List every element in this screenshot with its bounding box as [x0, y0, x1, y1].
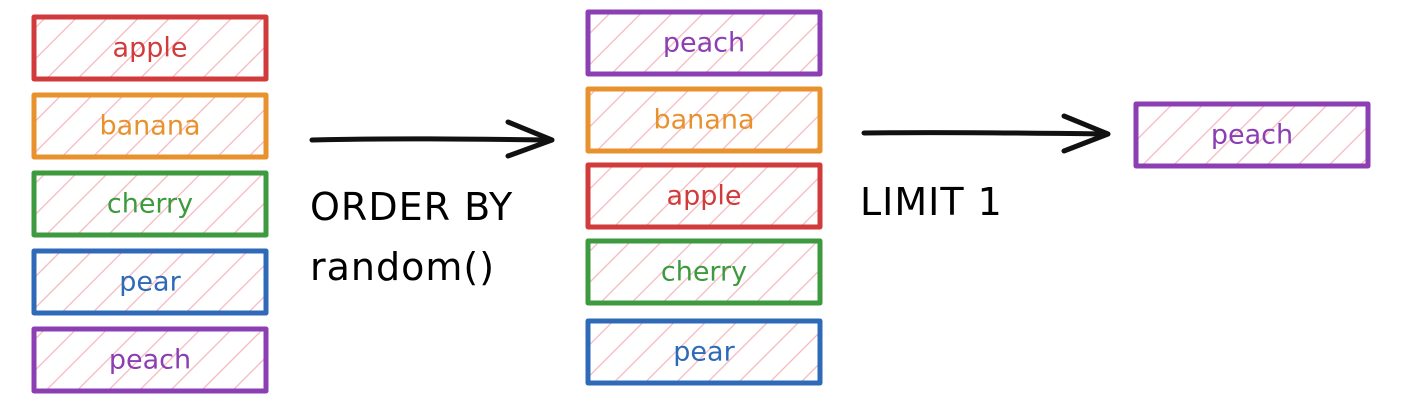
row-label: peach	[663, 28, 745, 59]
shuffled-row-peach: peach	[585, 9, 823, 77]
result-row-peach: peach	[1133, 101, 1371, 169]
order-by-label-line1: ORDER BY	[310, 185, 513, 229]
row-label: banana	[100, 111, 201, 142]
row-border	[585, 318, 823, 386]
row-hatch-fill	[588, 241, 820, 303]
row-hatch-fill	[588, 89, 820, 151]
shuffled-row-cherry: cherry	[585, 238, 823, 306]
row-hatch-fill	[1136, 104, 1368, 166]
order-by-arrow	[309, 119, 555, 159]
row-label: peach	[1211, 120, 1293, 151]
row-border	[585, 86, 823, 154]
row-border	[31, 170, 269, 238]
row-label: peach	[109, 345, 191, 376]
row-border	[585, 162, 823, 230]
row-border	[1133, 101, 1371, 169]
result-rows-column: peach	[1133, 101, 1371, 169]
row-hatch-fill	[588, 321, 820, 383]
row-label: banana	[654, 105, 755, 136]
input-row-apple: apple	[31, 14, 269, 82]
row-hatch-fill	[34, 173, 266, 235]
shuffled-row-pear: pear	[585, 318, 823, 386]
row-hatch-fill	[34, 17, 266, 79]
input-row-cherry: cherry	[31, 170, 269, 238]
row-label: cherry	[661, 257, 747, 288]
row-border	[31, 14, 269, 82]
row-hatch-fill	[588, 12, 820, 74]
row-border	[31, 248, 269, 316]
limit-arrow	[861, 113, 1111, 154]
order-by-label-group: ORDER BY random()	[310, 185, 513, 289]
input-rows-column: apple banana cherry pear peach	[31, 14, 269, 394]
shuffled-rows-column: peach banana apple cherry pear	[585, 9, 823, 386]
row-hatch-fill	[34, 251, 266, 313]
row-label: apple	[667, 181, 742, 212]
row-label: pear	[673, 337, 735, 368]
limit-label: LIMIT 1	[860, 180, 1003, 224]
shuffled-row-banana: banana	[585, 86, 823, 154]
row-label: apple	[113, 33, 188, 64]
row-label: pear	[119, 267, 181, 298]
row-border	[31, 92, 269, 160]
row-hatch-fill	[588, 165, 820, 227]
row-border	[31, 326, 269, 394]
order-by-label-line2: random()	[310, 245, 495, 289]
row-hatch-fill	[34, 95, 266, 157]
row-border	[585, 9, 823, 77]
input-row-banana: banana	[31, 92, 269, 160]
row-border	[585, 238, 823, 306]
input-row-peach: peach	[31, 326, 269, 394]
row-label: cherry	[107, 189, 193, 220]
row-hatch-fill	[34, 329, 266, 391]
input-row-pear: pear	[31, 248, 269, 316]
shuffled-row-apple: apple	[585, 162, 823, 230]
